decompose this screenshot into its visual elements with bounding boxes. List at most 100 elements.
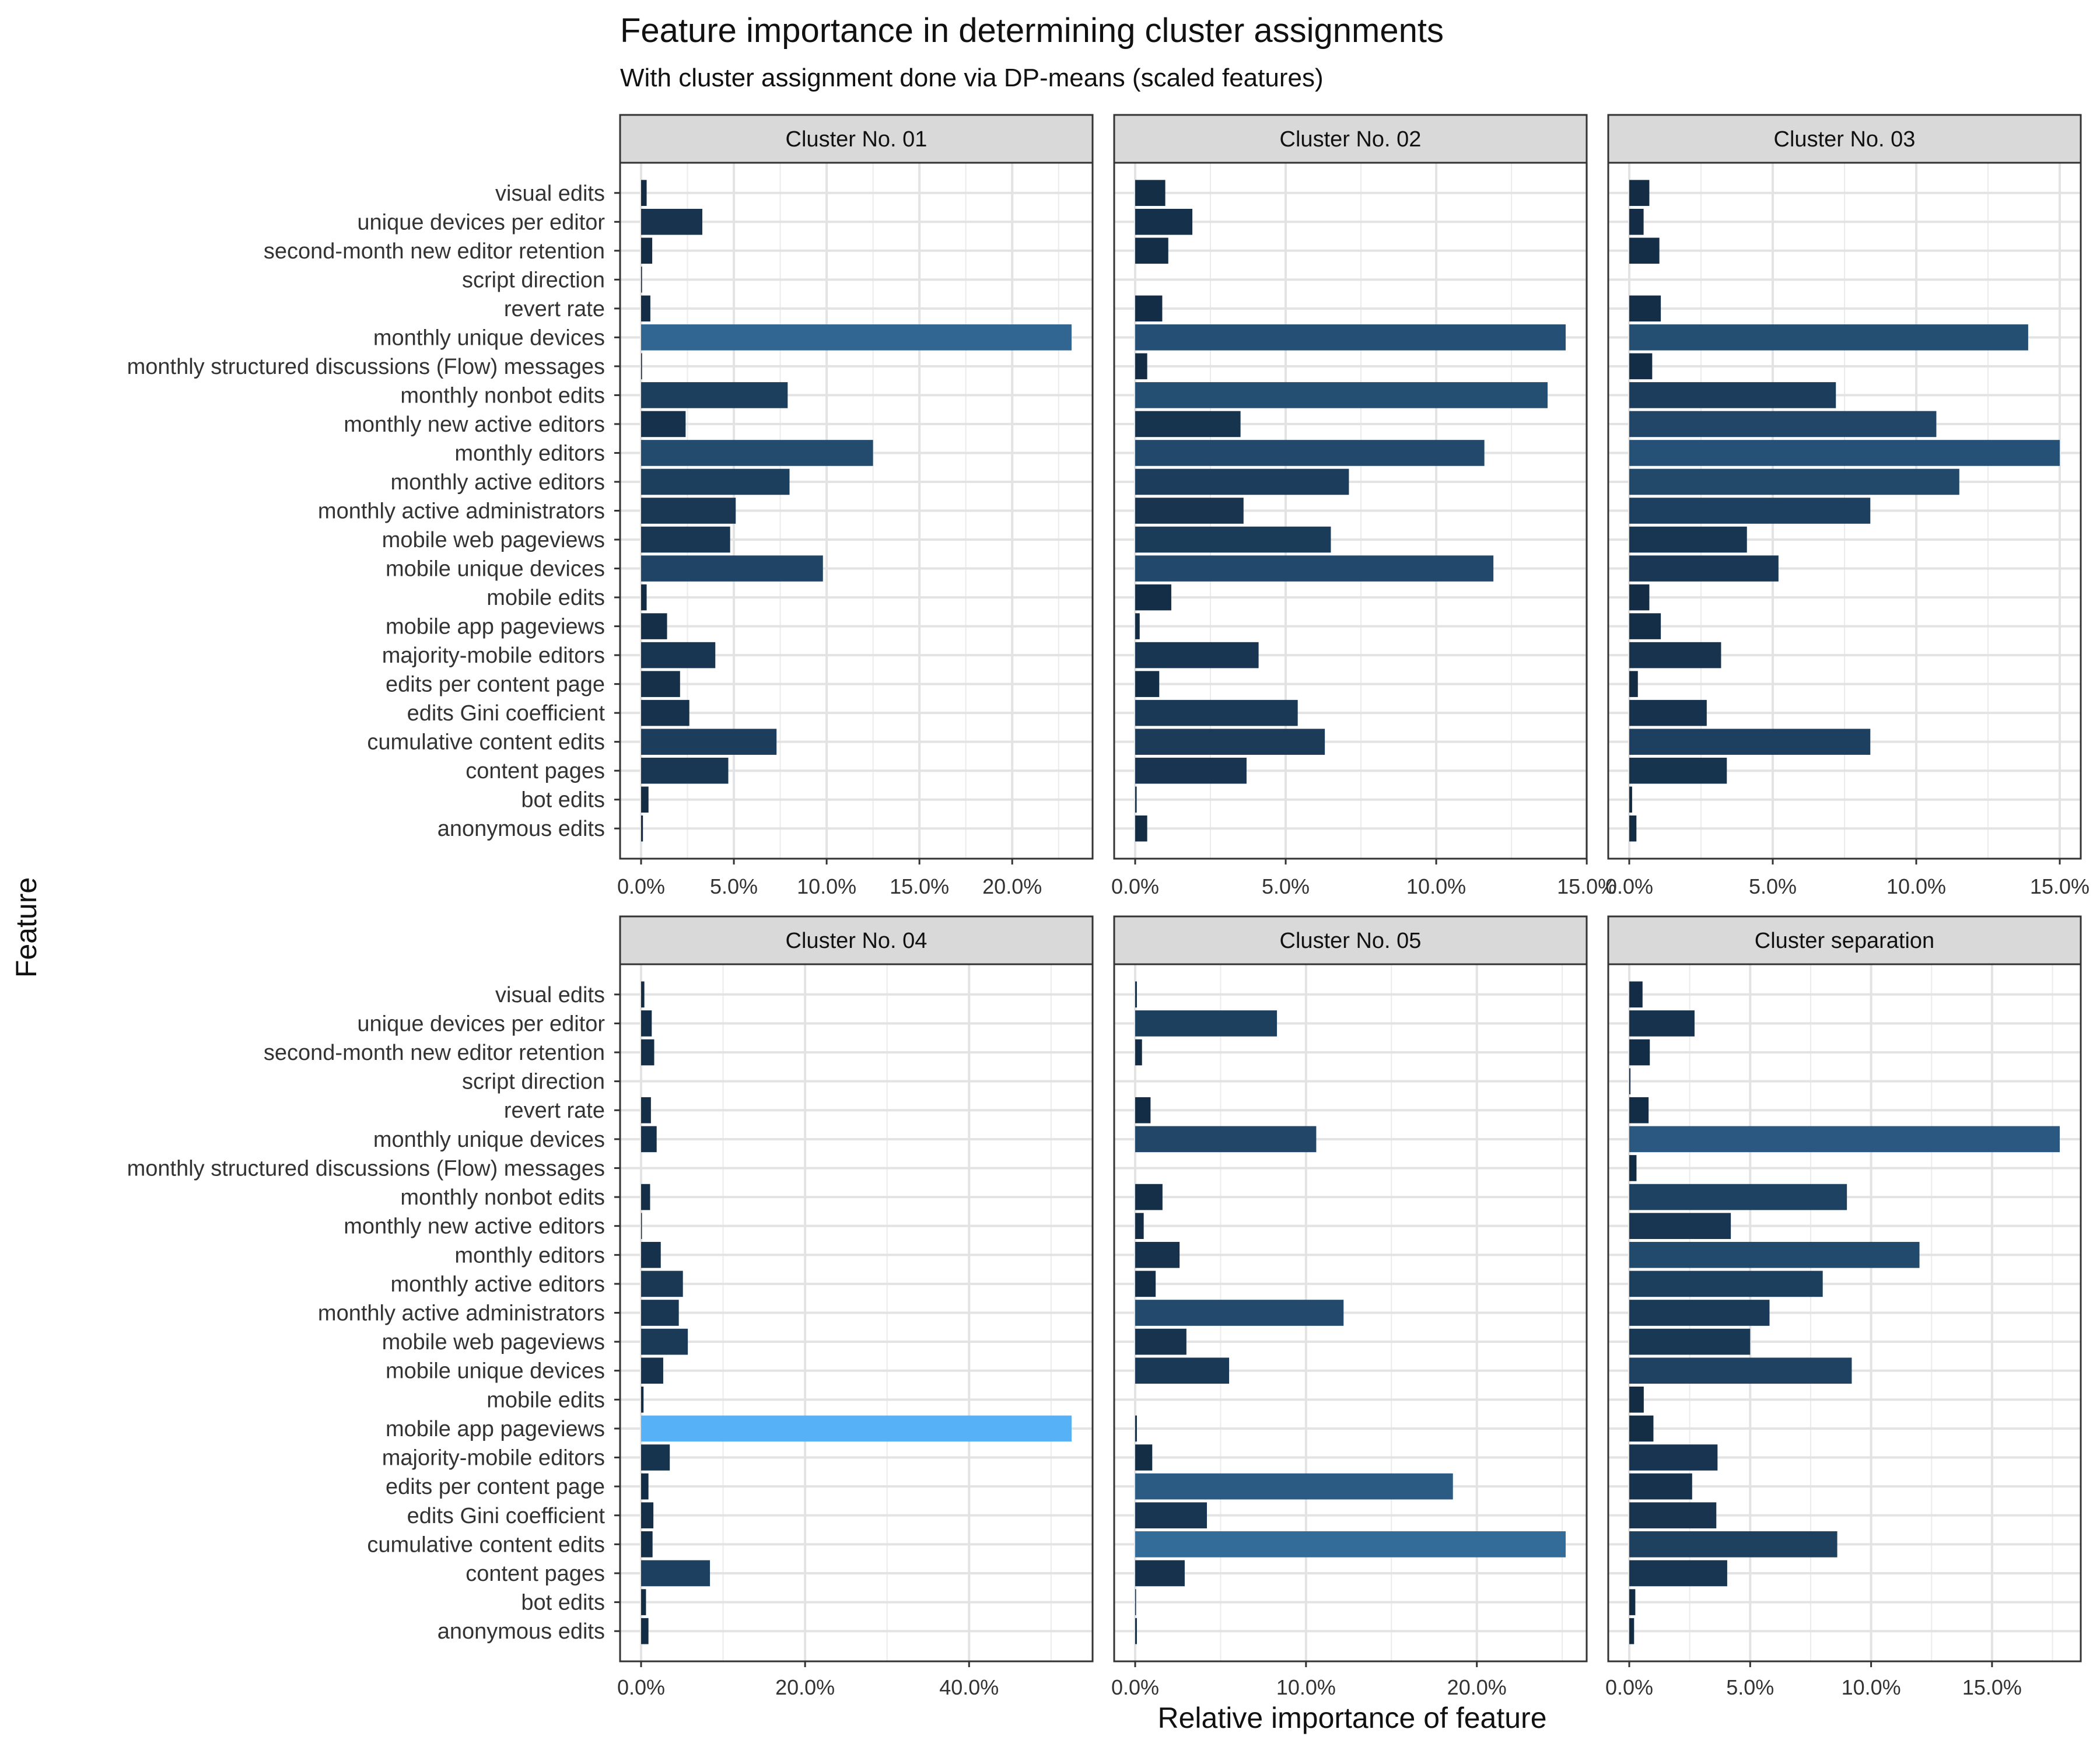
facet-strip-label: Cluster No. 05	[1280, 929, 1422, 953]
bar	[1629, 729, 1871, 755]
bar	[1629, 1589, 1636, 1615]
bar	[641, 1010, 652, 1037]
y-category-label: monthly unique devices	[373, 1128, 605, 1152]
bar	[1135, 295, 1163, 322]
bar	[1629, 1213, 1731, 1239]
facet-strip-label: Cluster No. 04	[786, 929, 928, 953]
bar	[1629, 1270, 1823, 1297]
bar	[1629, 613, 1661, 639]
x-tick-label: 20.0%	[775, 1675, 835, 1699]
x-tick-label: 15.0%	[2030, 874, 2090, 898]
y-category-label: monthly active editors	[391, 470, 606, 495]
y-category-label: visual edits	[495, 181, 605, 206]
y-category-label: monthly active administrators	[318, 499, 605, 524]
panel-border	[1607, 963, 2082, 1662]
x-tick-label: 15.0%	[890, 874, 949, 898]
bar	[641, 1415, 1072, 1442]
bar	[641, 1560, 710, 1587]
bar	[641, 382, 788, 408]
y-category-label: revert rate	[504, 297, 605, 321]
y-category-label: content pages	[466, 1562, 605, 1586]
facet-panels: Cluster No. 01 0.0% 5.0% 10.0% 15.0% 20.0% vis…	[127, 114, 2090, 1699]
bar	[641, 180, 647, 206]
bar	[641, 1618, 649, 1644]
facet-strip-label: Cluster No. 01	[786, 127, 928, 152]
y-category-label: mobile app pageviews	[386, 1417, 605, 1441]
bar	[1135, 981, 1137, 1008]
bar	[641, 526, 730, 553]
bar	[1135, 1415, 1137, 1442]
y-category-label: content pages	[466, 759, 605, 783]
facet-panel: Cluster No. 05 0.0% 10.0% 20.0%	[1111, 915, 1588, 1699]
bar	[1135, 671, 1160, 697]
y-category-label: edits Gini coefficient	[407, 1504, 606, 1528]
y-category-label: visual edits	[495, 983, 605, 1007]
bar	[1135, 757, 1247, 784]
bar	[1629, 1444, 1718, 1471]
y-category-label: mobile unique devices	[386, 1359, 605, 1384]
bar	[641, 353, 642, 380]
bar	[1629, 498, 1871, 524]
y-category-label: monthly nonbot edits	[400, 383, 605, 408]
x-tick-label: 15.0%	[1962, 1675, 2022, 1699]
bar	[641, 1444, 670, 1471]
bar	[641, 729, 777, 755]
bar	[641, 1328, 688, 1355]
y-category-label: monthly nonbot edits	[400, 1185, 605, 1210]
x-tick-label: 10.0%	[1406, 874, 1466, 898]
y-category-label: edits Gini coefficient	[407, 701, 606, 726]
bar	[1629, 1126, 2060, 1153]
bar	[641, 440, 873, 466]
bar	[641, 815, 643, 842]
bar	[1629, 411, 1937, 438]
bar	[1135, 1300, 1344, 1326]
x-tick-label: 0.0%	[617, 874, 665, 898]
bar	[1629, 353, 1653, 380]
bar	[641, 981, 645, 1008]
x-tick-label: 5.0%	[710, 874, 758, 898]
bar	[1135, 1531, 1566, 1558]
bar	[641, 555, 823, 582]
bar	[1629, 786, 1632, 813]
x-tick-label: 10.0%	[1887, 874, 1946, 898]
bar	[1135, 815, 1147, 842]
bar	[641, 237, 653, 264]
x-tick-label: 0.0%	[1605, 874, 1653, 898]
x-tick-label: 15.0%	[1557, 874, 1616, 898]
facet-panel: Cluster No. 04 0.0% 20.0% 40.0% visual edits…	[127, 915, 1094, 1699]
bar	[1629, 1387, 1644, 1413]
x-tick-label: 5.0%	[1262, 874, 1310, 898]
bar	[1629, 382, 1836, 408]
bar	[641, 671, 680, 697]
y-category-label: script direction	[462, 268, 605, 292]
y-category-label: monthly editors	[454, 441, 605, 466]
bar	[1135, 699, 1298, 726]
x-tick-label: 40.0%	[939, 1675, 999, 1699]
bar	[1135, 526, 1331, 553]
bar	[1629, 671, 1638, 697]
bar	[641, 1531, 653, 1558]
y-category-label: monthly active editors	[391, 1272, 606, 1297]
bar	[1135, 1589, 1136, 1615]
bar	[641, 1502, 654, 1529]
bar	[1135, 729, 1325, 755]
bar	[1135, 468, 1349, 495]
bar	[1135, 613, 1140, 639]
bar	[1135, 1213, 1144, 1239]
bar	[641, 1357, 663, 1384]
bar	[641, 613, 667, 639]
bar	[641, 1589, 646, 1615]
bar	[1135, 584, 1171, 611]
bar	[641, 468, 790, 495]
bar	[1629, 1184, 1847, 1210]
facet-strip	[1113, 114, 1588, 164]
panel-border	[1607, 162, 2082, 860]
bar	[1135, 642, 1259, 668]
bar	[1629, 237, 1660, 264]
bar	[1135, 1618, 1137, 1644]
bar	[641, 1241, 661, 1268]
x-tick-label: 0.0%	[1111, 1675, 1159, 1699]
y-axis-title: Feature	[10, 877, 43, 978]
y-category-label: mobile web pageviews	[382, 528, 605, 552]
bar	[1629, 757, 1727, 784]
